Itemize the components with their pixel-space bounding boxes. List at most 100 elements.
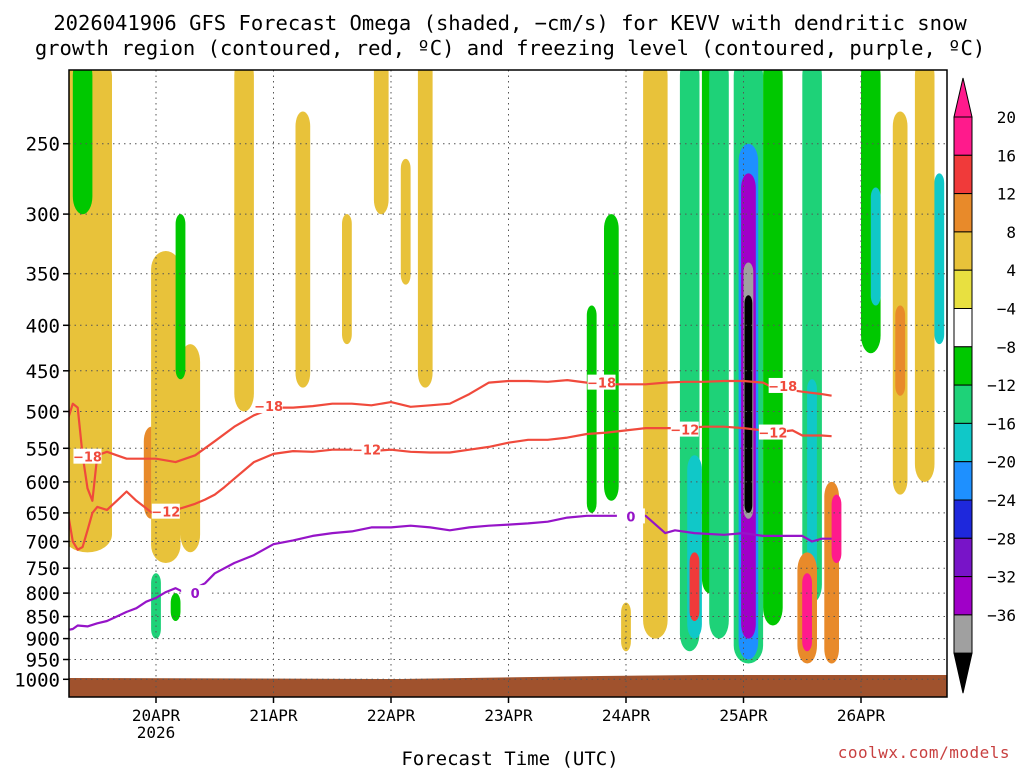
x-tick-label-26APR: 26APR: [837, 706, 886, 725]
omega-region-9: [151, 573, 161, 639]
colorbar-band-11: [953, 537, 973, 578]
omega-region-40: [895, 305, 906, 396]
omega-region-41: [914, 70, 935, 482]
contour-label-bg: [616, 508, 645, 524]
contour-label-bg: [587, 374, 616, 390]
omega-region-17: [586, 305, 597, 513]
contour-label-bg: [758, 424, 787, 440]
y-tick-label-700: 700: [26, 532, 60, 554]
watermark-text: coolwx.com/models: [838, 743, 1010, 762]
contour-label-bg: [73, 448, 102, 464]
contour-label-0-2: −18: [587, 377, 616, 392]
y-tick-label-600: 600: [26, 472, 60, 494]
colorbar-band-8: [953, 422, 973, 463]
contour-0: [69, 379, 832, 502]
y-tick-label-950: 950: [26, 650, 60, 672]
omega-region-3: [72, 70, 93, 215]
omega-region-39: [892, 111, 908, 495]
contour-label-bg: [670, 421, 699, 437]
x-tick-label-21APR: 21APR: [249, 706, 298, 725]
x-tick-label-22APR: 22APR: [367, 706, 416, 725]
omega-region-22: [689, 552, 700, 621]
omega-region-8: [175, 214, 186, 380]
contour-label-2-0: 0: [191, 587, 200, 602]
colorbar-label-13: −36: [987, 606, 1016, 625]
colorbar-label-5: −4: [997, 300, 1016, 319]
colorbar-label-8: −16: [987, 414, 1016, 433]
x-tick-sublabel: 2026: [137, 723, 176, 742]
omega-region-19: [643, 70, 668, 639]
grid-lines: [69, 70, 947, 697]
omega-region-36: [831, 494, 842, 563]
contour-label-1-3: −12: [758, 427, 787, 442]
colorbar-top-arrow: [953, 77, 973, 118]
contour-label-2-1: 0: [626, 510, 635, 525]
contour-label-bg: [181, 585, 210, 601]
colorbar-band-5: [953, 308, 973, 348]
y-tick-label-850: 850: [26, 607, 60, 629]
colorbar-label-0: 20: [997, 108, 1016, 127]
x-axis-label: Forecast Time (UTC): [401, 748, 618, 768]
colorbar-band-10: [953, 499, 973, 539]
colorbar-label-10: −24: [987, 491, 1016, 510]
contour-label-1-0: −12: [151, 506, 180, 521]
chart-title-line1: 2026041906 GFS Forecast Omega (shaded, −…: [53, 11, 967, 35]
y-tick-label-500: 500: [26, 402, 60, 424]
omega-region-11: [295, 111, 311, 388]
y-tick-label-300: 300: [26, 204, 60, 226]
omega-region-10: [170, 593, 181, 621]
contour-label-0-3: −18: [768, 380, 797, 395]
contour-2: [69, 514, 832, 631]
colorbar-label-6: −8: [997, 338, 1016, 357]
y-tick-label-900: 900: [26, 629, 60, 651]
x-tick-label-23APR: 23APR: [484, 706, 533, 725]
contour-label-bg: [352, 441, 381, 457]
contour-label-1-2: −12: [670, 424, 699, 439]
colorbar-band-4: [953, 269, 973, 310]
colorbar-label-7: −12: [987, 376, 1016, 395]
x-tick-label-20APR: 20APR: [132, 706, 181, 725]
omega-region-30: [763, 70, 783, 626]
y-tick-label-450: 450: [26, 361, 60, 383]
y-tick-label-1000: 1000: [14, 669, 60, 691]
colorbar-label-11: −28: [987, 529, 1016, 548]
omega-region-24: [709, 70, 729, 639]
colorbar-band-13: [953, 614, 973, 654]
y-axis: 2503003504004505005506006507007508008509…: [14, 134, 69, 691]
colorbar-label-12: −32: [987, 568, 1016, 587]
contour-label-1-1: −12: [352, 444, 381, 459]
contour-label-bg: [768, 377, 797, 393]
omega-region-7: [234, 70, 254, 412]
colorbar-band-9: [953, 461, 973, 501]
colorbar-band-1: [953, 154, 973, 195]
chart-title-line2: growth region (contoured, red, ºC) and f…: [35, 36, 985, 60]
y-tick-label-750: 750: [26, 558, 60, 580]
omega-region-29: [744, 295, 753, 513]
y-tick-label-350: 350: [26, 264, 60, 286]
colorbar-band-7: [953, 384, 973, 424]
colorbar-label-1: 16: [997, 146, 1016, 165]
omega-region-12: [342, 214, 352, 345]
colorbar-label-3: 8: [1006, 223, 1016, 242]
omega-region-38: [870, 187, 881, 306]
colorbar-label-2: 12: [997, 185, 1016, 204]
x-tick-label-24APR: 24APR: [602, 706, 651, 725]
colorbar-band-2: [953, 193, 973, 233]
omega-shading: [69, 70, 945, 664]
contour-label-bg: [254, 398, 283, 414]
colorbar-band-3: [953, 231, 973, 271]
contour-labels: −18 −18 −18 −18 −12 −12 −12 −12 0 0: [73, 374, 797, 602]
colorbar-band-0: [953, 116, 973, 156]
colorbar-band-6: [953, 346, 973, 386]
colorbar-bottom-arrow: [953, 652, 973, 694]
contour-label-bg: [151, 503, 180, 519]
contour-label-0-1: −18: [254, 400, 283, 415]
omega-region-15: [373, 70, 389, 215]
omega-region-14: [400, 158, 411, 285]
omega-region-42: [934, 173, 945, 345]
colorbar-label-4: 4: [1006, 261, 1016, 280]
omega-region-16: [604, 214, 619, 501]
y-tick-label-400: 400: [26, 315, 60, 337]
colorbar-label-9: −20: [987, 453, 1016, 472]
y-tick-label-550: 550: [26, 438, 60, 460]
